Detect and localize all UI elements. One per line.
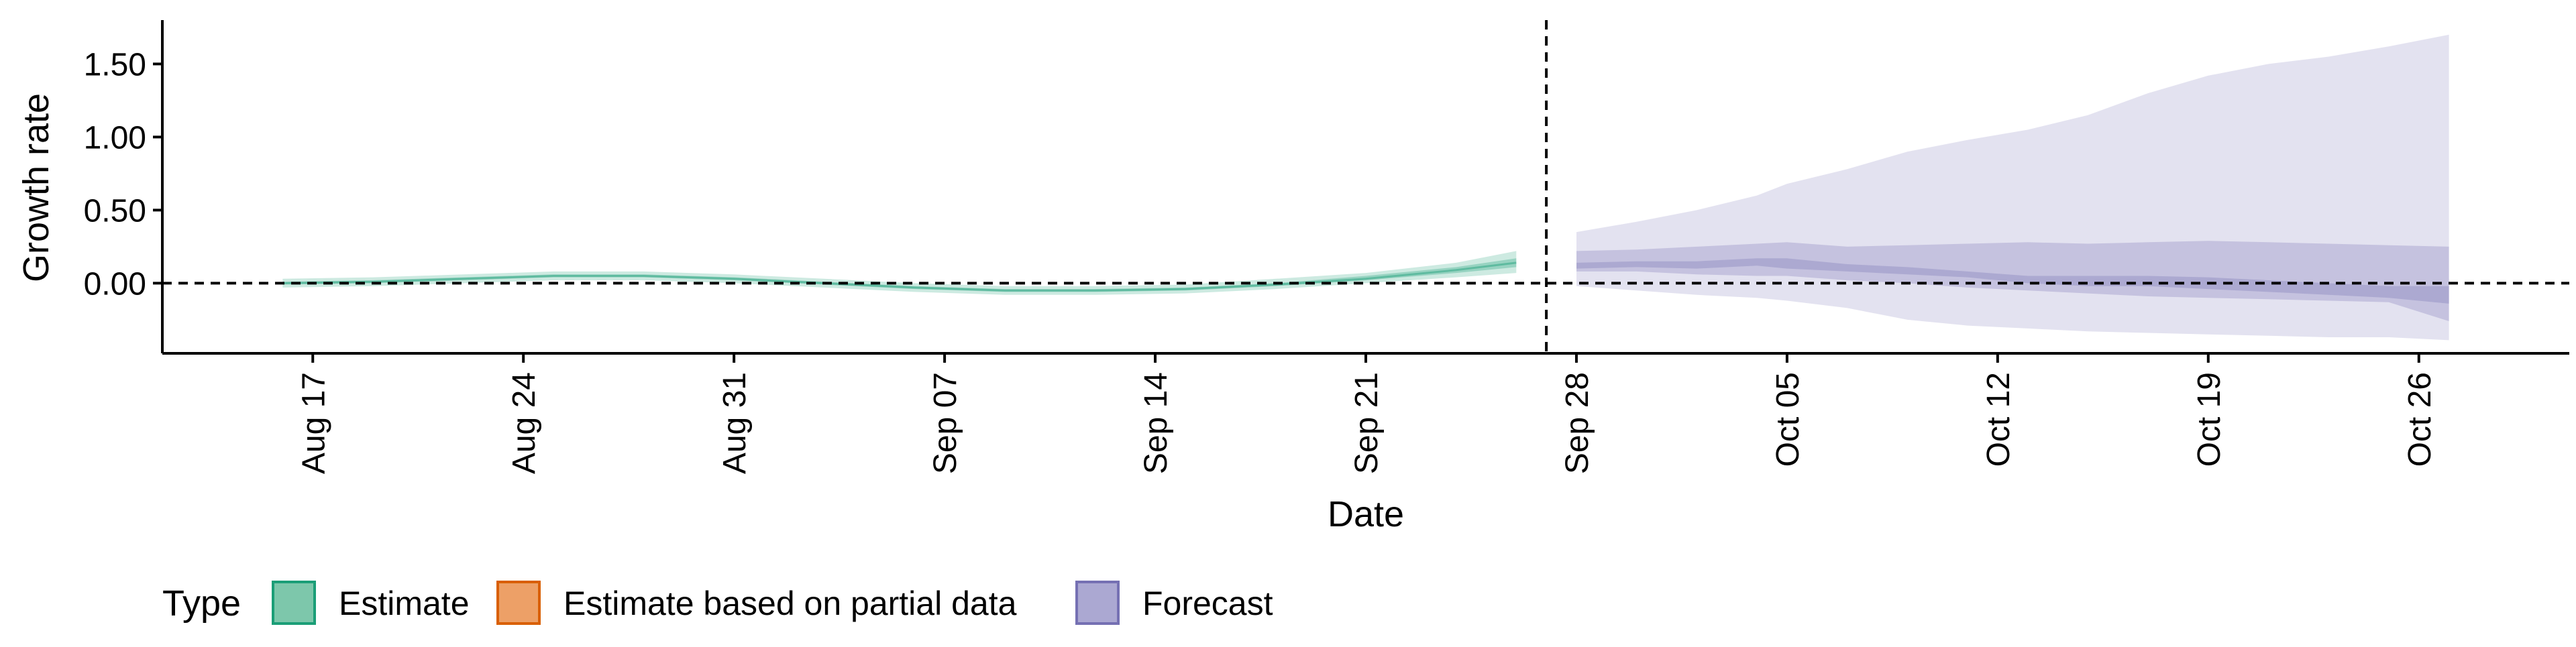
y-axis-title: Growth rate [16, 93, 56, 282]
legend-swatch [496, 581, 541, 625]
y-tick-label: 0.50 [84, 193, 146, 229]
legend-swatch [272, 581, 316, 625]
legend-item: Forecast [1075, 581, 1273, 625]
x-tick-label: Aug 31 [717, 372, 753, 474]
legend-item: Estimate based on partial data [496, 581, 1017, 625]
forecast-band-20 [1576, 258, 2449, 304]
x-tick-label: Sep 21 [1349, 372, 1385, 474]
estimate-band-90 [282, 251, 1517, 295]
x-tick-label: Oct 05 [1770, 372, 1806, 467]
y-tick-label: 1.50 [84, 47, 146, 82]
x-tick-label: Oct 12 [1981, 372, 2017, 467]
y-tick-label: 1.00 [84, 120, 146, 156]
legend-item: Estimate [272, 581, 470, 625]
legend-label: Forecast [1142, 585, 1273, 622]
legend-label: Estimate [339, 585, 470, 622]
x-tick-label: Sep 14 [1138, 372, 1174, 474]
x-axis-title: Date [1328, 494, 1404, 534]
axes: 0.00 0.50 1.00 1.50 Aug 17 Aug 24 Aug 31 Sep 07… [84, 20, 2569, 474]
x-tick-label: Oct 26 [2402, 372, 2438, 467]
x-tick-label: Aug 17 [296, 372, 331, 474]
x-tick-label: Aug 24 [506, 372, 542, 474]
x-tick-label: Oct 19 [2192, 372, 2227, 467]
legend-title: Type [162, 583, 241, 624]
x-tick-label: Sep 28 [1560, 372, 1595, 474]
estimate-median-line [282, 261, 1517, 292]
x-tick-label: Sep 07 [928, 372, 963, 474]
legend-label: Estimate based on partial data [564, 585, 1017, 622]
reference-lines [162, 20, 2569, 353]
y-tick-label: 0.00 [84, 266, 146, 302]
ribbon-layer [282, 34, 2449, 341]
legend: Type Estimate Estimate based on partial d… [162, 581, 1273, 625]
forecast-band-90 [1576, 34, 2449, 341]
legend-swatch [1075, 581, 1120, 625]
forecast-band-50 [1576, 241, 2449, 321]
